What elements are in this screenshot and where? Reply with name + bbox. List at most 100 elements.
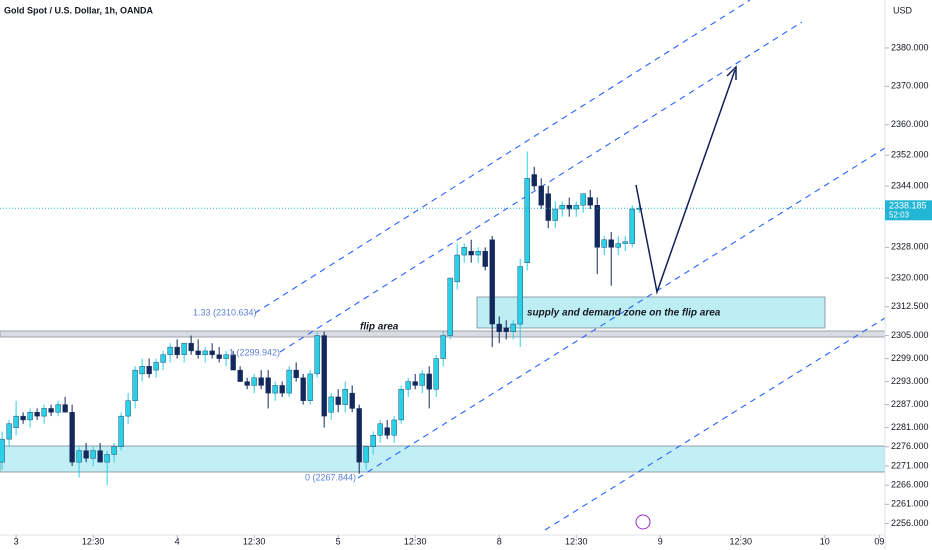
x-tick-label: 8 (497, 536, 502, 546)
candle-body (62, 404, 68, 413)
channel-line (544, 317, 886, 531)
candle-body (307, 373, 313, 401)
candle-body (202, 350, 208, 355)
candle-body (41, 408, 47, 417)
alert-icon[interactable] (635, 514, 651, 530)
chart-title: Gold Spot / U.S. Dollar, 1h, OANDA (4, 5, 154, 15)
price-badge (885, 200, 932, 221)
candle-body (230, 354, 236, 371)
candle-body (27, 412, 33, 421)
candle-body (174, 346, 180, 355)
candle-body (181, 343, 187, 355)
candle-body (615, 243, 621, 248)
candle-body (69, 412, 75, 463)
annotation: supply and demand zone on the flip area (527, 308, 721, 319)
candle-body (482, 251, 488, 267)
candle-body (244, 381, 250, 386)
x-tick-label: 12:30 (404, 536, 427, 546)
candle-body (314, 335, 320, 375)
candle-body (370, 435, 376, 447)
candle-body (223, 354, 229, 359)
candle-body (6, 423, 12, 440)
candle-body (195, 350, 201, 355)
candle-body (580, 193, 586, 206)
candle-body (0, 438, 5, 463)
candle-body (90, 450, 96, 459)
candle-body (559, 204, 565, 210)
candle-body (384, 427, 390, 436)
candle-body (335, 396, 341, 405)
y-tick-label: 2299.000 (891, 353, 929, 363)
y-tick-label: 2360.000 (891, 119, 929, 129)
candle-body (13, 415, 19, 428)
candle-body (125, 400, 131, 417)
candle-body (97, 450, 103, 463)
y-tick-label: 2305.000 (891, 330, 929, 340)
fib-label: 1 (2299.942) (229, 347, 280, 357)
candle-body (475, 251, 481, 256)
candle-body (104, 454, 110, 463)
x-tick-label: 09 (874, 536, 884, 546)
x-tick-label: 12:30 (565, 536, 588, 546)
candle-body (258, 377, 264, 386)
y-tick-label: 2312.500 (891, 301, 929, 311)
candle-body (545, 193, 551, 221)
y-tick-label: 2293.000 (891, 376, 929, 386)
candle-body (272, 385, 278, 394)
candle-body (20, 415, 26, 421)
y-tick-label: 2344.000 (891, 180, 929, 190)
y-tick-label: 2380.000 (891, 42, 929, 52)
y-tick-label: 2320.000 (891, 272, 929, 282)
candle-body (55, 404, 61, 413)
candle-body (622, 241, 628, 244)
candle-body (573, 204, 579, 210)
candle-body (279, 385, 285, 394)
x-tick-label: 5 (336, 536, 341, 546)
candle-body (538, 185, 544, 206)
candle-body (146, 366, 152, 375)
candle-body (517, 266, 523, 325)
x-tick-label: 4 (175, 536, 180, 546)
arrow-head (726, 65, 737, 80)
candle-body (111, 446, 117, 455)
candle-body (48, 408, 54, 413)
candle-body (377, 423, 383, 436)
candle-body (216, 354, 222, 359)
candle-body (83, 450, 89, 459)
candle-body (440, 335, 446, 359)
y-tick-label: 2256.000 (891, 518, 929, 528)
last-price-label: 2338.185 (889, 201, 927, 211)
candle-body (237, 369, 243, 382)
candle-body (489, 239, 495, 325)
candle-body (461, 247, 467, 256)
demand-zone (0, 445, 886, 473)
annotation: flip area (360, 322, 399, 333)
candle-body (426, 373, 432, 390)
y-tick-label: 2370.000 (891, 81, 929, 91)
x-tick-label: 12:30 (243, 536, 266, 546)
candle-body (405, 381, 411, 390)
x-tick-label: 10 (820, 536, 830, 546)
y-tick-label: 2261.000 (891, 499, 929, 509)
fib-label: 0 (2267.844) (305, 472, 356, 482)
x-tick-label: 3 (14, 536, 19, 546)
candle-body (167, 346, 173, 355)
candle-body (587, 197, 593, 206)
candle-body (251, 377, 257, 386)
candle-body (321, 335, 327, 417)
supply-demand-zone (476, 296, 826, 329)
candle-body (608, 239, 614, 248)
candle-body (293, 369, 299, 378)
x-tick-label: 12:30 (730, 536, 753, 546)
y-tick-label: 2266.000 (891, 480, 929, 490)
y-tick-label: 2281.000 (891, 422, 929, 432)
x-tick-label: 9 (658, 536, 663, 546)
candle-body (286, 369, 292, 394)
x-tick-label: 12:30 (82, 536, 105, 546)
candle-body (356, 408, 362, 463)
candle-body (566, 204, 572, 210)
channel-line (357, 147, 886, 479)
channel-line (254, 0, 751, 314)
y-tick-label: 2352.000 (891, 150, 929, 160)
